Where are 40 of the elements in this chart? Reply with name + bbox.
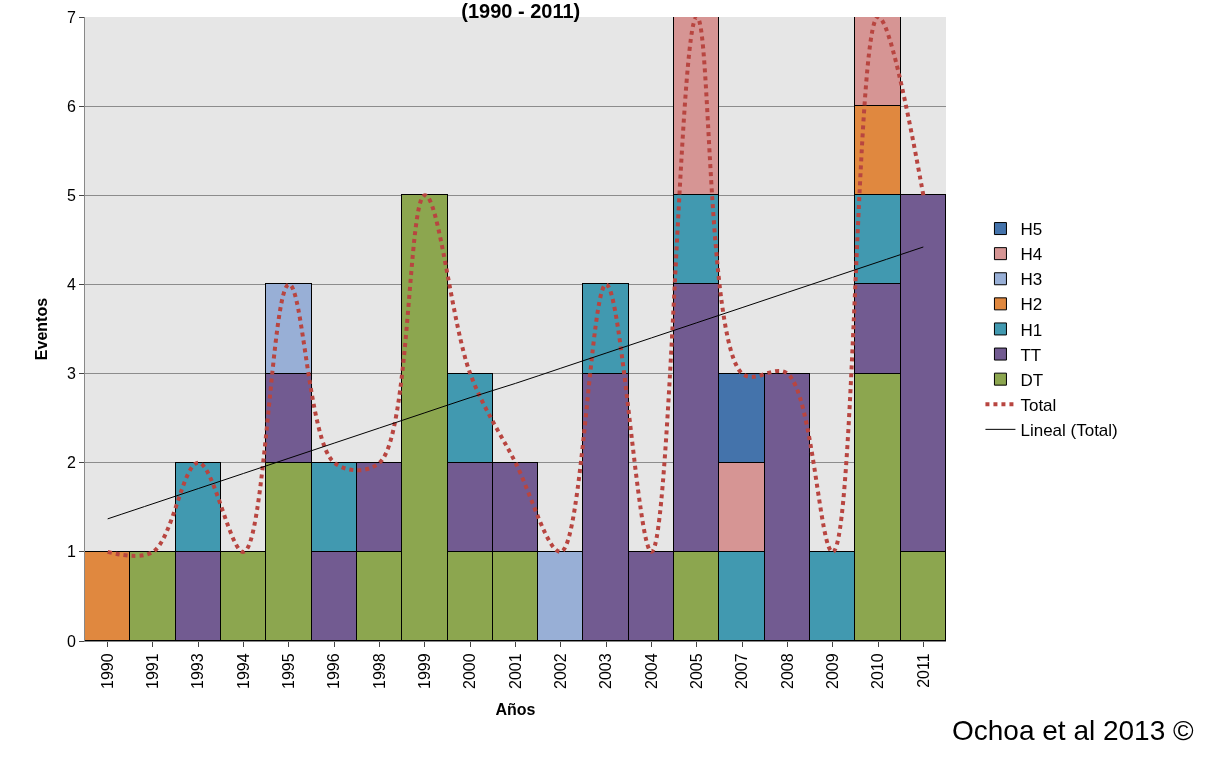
- legend-label: H5: [1020, 220, 1043, 240]
- y-tick-label: 5: [66, 186, 76, 204]
- x-tick-label: 2004: [642, 653, 660, 689]
- x-tick-label: 1998: [370, 653, 388, 689]
- y-tick-label: 4: [66, 276, 76, 294]
- legend-label: H2: [1020, 295, 1043, 315]
- x-tick-label: 1999: [416, 653, 434, 689]
- text: Ochoa et al 2013 ©: [952, 715, 1195, 746]
- x-tick-label: 1990: [98, 653, 116, 689]
- x-tick-label: 2000: [461, 653, 479, 689]
- x-tick-label: 2002: [552, 653, 570, 689]
- chart-title: (1990 - 2011): [461, 0, 581, 22]
- y-tick-label: 2: [66, 454, 76, 472]
- x-tick-label: 2009: [823, 653, 841, 689]
- x-tick-label: 2003: [597, 653, 615, 689]
- legend-label: Lineal (Total): [1020, 420, 1118, 440]
- legend-label: H3: [1020, 270, 1043, 290]
- y-axis-title: Eventos: [32, 297, 50, 361]
- legend-label: Total: [1020, 395, 1057, 415]
- x-tick-label: 2010: [869, 653, 887, 689]
- legend-label: H1: [1020, 320, 1043, 340]
- y-tick-label: 6: [66, 97, 76, 115]
- x-tick-label: 2011: [914, 653, 932, 688]
- x-tick-label: 1996: [325, 653, 343, 689]
- x-tick-label: 1991: [144, 653, 162, 689]
- y-tick-label: 0: [66, 632, 76, 650]
- x-tick-label: 1993: [189, 653, 207, 689]
- y-tick-label: 1: [66, 543, 76, 561]
- x-tick-label: 2001: [506, 653, 524, 689]
- x-tick-label: 1995: [280, 653, 298, 689]
- x-tick-label: 2005: [687, 653, 705, 689]
- x-tick-label: 2008: [778, 653, 796, 689]
- x-axis-title: Años: [495, 700, 536, 718]
- y-tick-label: 7: [66, 8, 76, 26]
- x-tick-label: 2007: [733, 653, 751, 689]
- legend-label: DT: [1020, 370, 1044, 390]
- legend-label: H4: [1020, 245, 1043, 265]
- x-tick-label: 1994: [234, 653, 252, 689]
- y-tick-label: 3: [66, 365, 76, 383]
- legend-label: TT: [1020, 345, 1042, 365]
